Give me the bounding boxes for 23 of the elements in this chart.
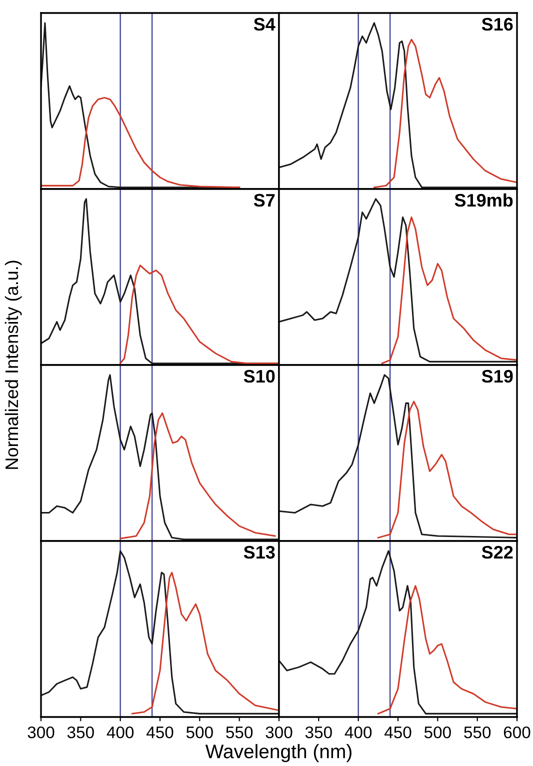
x-tick-label: 350 [67,726,94,738]
chart-title: S19 [482,370,513,383]
x-tick-label: 300 [266,726,292,738]
x-tick-label: 500 [424,726,451,738]
x-tick-label: 400 [344,726,372,738]
x-tick-label: 450 [384,726,412,738]
x-tick-label: 500 [186,726,213,738]
x-tick-label: 300 [28,726,54,738]
x-tick-label: 350 [305,726,332,738]
x-tick-label: 550 [226,726,253,738]
chart-title: S10 [244,370,275,383]
chart-title: S4 [254,18,276,31]
chart-title: S19mb [454,193,513,207]
chart-title: S7 [254,194,275,207]
x-tick-label: 400 [106,726,134,738]
x-tick-label: 600 [504,726,530,738]
chart-title: S16 [482,18,513,31]
chart-title: S13 [244,546,275,559]
chart-title: S22 [482,546,513,559]
x-tick-label: 450 [146,726,174,738]
y-axis-title: Normalized Intensity (a.u.) [4,260,22,469]
x-axis-title: Wavelength (nm) [205,744,352,762]
x-tick-label: 550 [464,726,491,738]
